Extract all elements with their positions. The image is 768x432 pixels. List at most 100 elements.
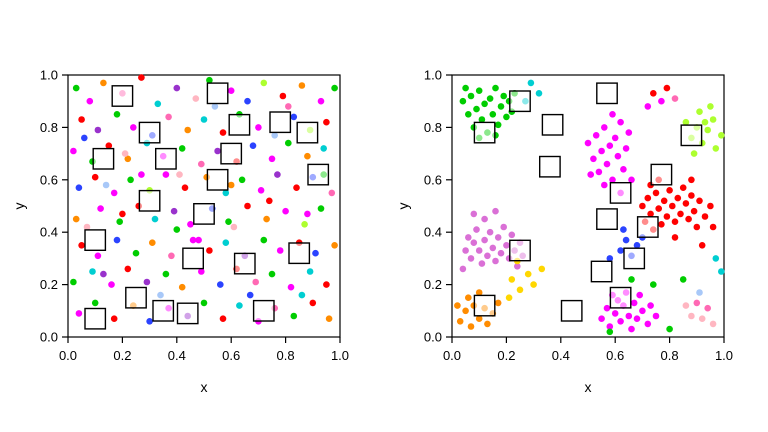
data-point: [81, 134, 88, 142]
data-point: [72, 84, 80, 92]
data-point: [454, 302, 461, 309]
data-point: [590, 155, 597, 163]
data-point: [456, 318, 464, 325]
data-point: [639, 202, 646, 210]
data-point: [168, 252, 175, 260]
data-point: [598, 147, 605, 155]
data-point: [252, 278, 259, 286]
x-tick-label: 0.0: [443, 348, 461, 363]
marker-square: [252, 299, 275, 322]
data-point: [475, 289, 483, 296]
marker-square: [233, 252, 256, 275]
data-point: [606, 323, 614, 330]
data-point: [639, 307, 646, 315]
data-point: [200, 299, 208, 307]
y-tick-label: 0.2: [424, 277, 442, 292]
data-point: [614, 152, 622, 160]
marker-square: [228, 113, 251, 136]
data-point: [75, 310, 83, 317]
data-point: [644, 194, 652, 202]
data-point: [236, 302, 243, 309]
data-point: [707, 103, 714, 110]
data-point: [263, 215, 270, 223]
data-point: [595, 168, 603, 176]
data-point: [584, 139, 592, 147]
data-point: [503, 113, 510, 121]
data-point: [682, 118, 690, 126]
data-point: [701, 118, 709, 126]
data-point: [611, 310, 619, 317]
data-point: [176, 171, 183, 178]
x-axis-label: x: [201, 379, 208, 395]
marker-square: [509, 90, 531, 113]
data-point: [486, 228, 494, 236]
scatter-panel-right: 0.0 0.2 0.4 0.6 0.8 1.0 0.0 0.2 0.4 0.6 0.8 1.0 x y: [395, 68, 733, 396]
data-point: [592, 132, 600, 139]
data-point: [132, 249, 140, 257]
data-point: [712, 255, 720, 262]
x-tick-label: 0.2: [497, 348, 515, 363]
marker-square: [111, 85, 134, 107]
data-point: [500, 223, 507, 231]
data-point: [524, 270, 532, 278]
data-point: [718, 268, 725, 275]
data-point: [636, 291, 643, 299]
data-point: [628, 276, 635, 283]
marker-square: [182, 247, 204, 270]
data-point: [538, 265, 546, 273]
data-point: [165, 113, 172, 121]
data-point: [693, 299, 701, 307]
data-point: [244, 97, 251, 105]
marker-square: [307, 163, 330, 186]
data-point: [285, 103, 292, 110]
data-point: [301, 221, 308, 228]
data-point: [688, 192, 695, 199]
marker-square: [193, 202, 215, 225]
data-point: [274, 171, 281, 178]
data-point: [617, 118, 624, 126]
data-point: [130, 124, 137, 131]
data-point: [671, 234, 679, 241]
data-point: [113, 236, 121, 244]
marker-square: [596, 208, 618, 230]
data-point: [617, 247, 624, 254]
data-point: [666, 325, 673, 333]
data-point: [86, 97, 94, 105]
data-point: [486, 95, 494, 102]
data-point: [473, 105, 480, 113]
data-point: [200, 116, 208, 123]
marker-square: [609, 181, 632, 204]
data-point: [257, 187, 265, 194]
data-point: [467, 323, 475, 330]
data-point: [70, 278, 77, 286]
data-point: [290, 113, 298, 121]
data-point: [682, 302, 690, 309]
data-point: [94, 252, 102, 260]
data-point: [666, 187, 673, 194]
data-point: [606, 142, 614, 149]
data-point: [222, 239, 230, 246]
data-point: [500, 92, 507, 100]
marker-square: [84, 229, 107, 251]
data-point: [690, 150, 698, 157]
x-tick-label: 0.6: [222, 348, 240, 363]
data-point: [304, 210, 311, 218]
marker-square: [541, 113, 564, 136]
data-point: [459, 265, 467, 273]
data-point: [119, 210, 126, 218]
data-point: [173, 226, 181, 233]
y-tick-label: 0.0: [424, 330, 442, 345]
data-point: [658, 97, 665, 105]
data-point: [157, 291, 164, 299]
data-point: [287, 283, 295, 291]
data-point: [328, 189, 336, 197]
data-point: [317, 205, 325, 212]
data-point: [323, 118, 330, 126]
data-point: [647, 210, 654, 218]
data-point: [475, 315, 483, 323]
marker-square: [623, 247, 646, 270]
data-point: [622, 145, 630, 152]
marker-square: [560, 299, 583, 322]
data-point: [465, 234, 472, 241]
